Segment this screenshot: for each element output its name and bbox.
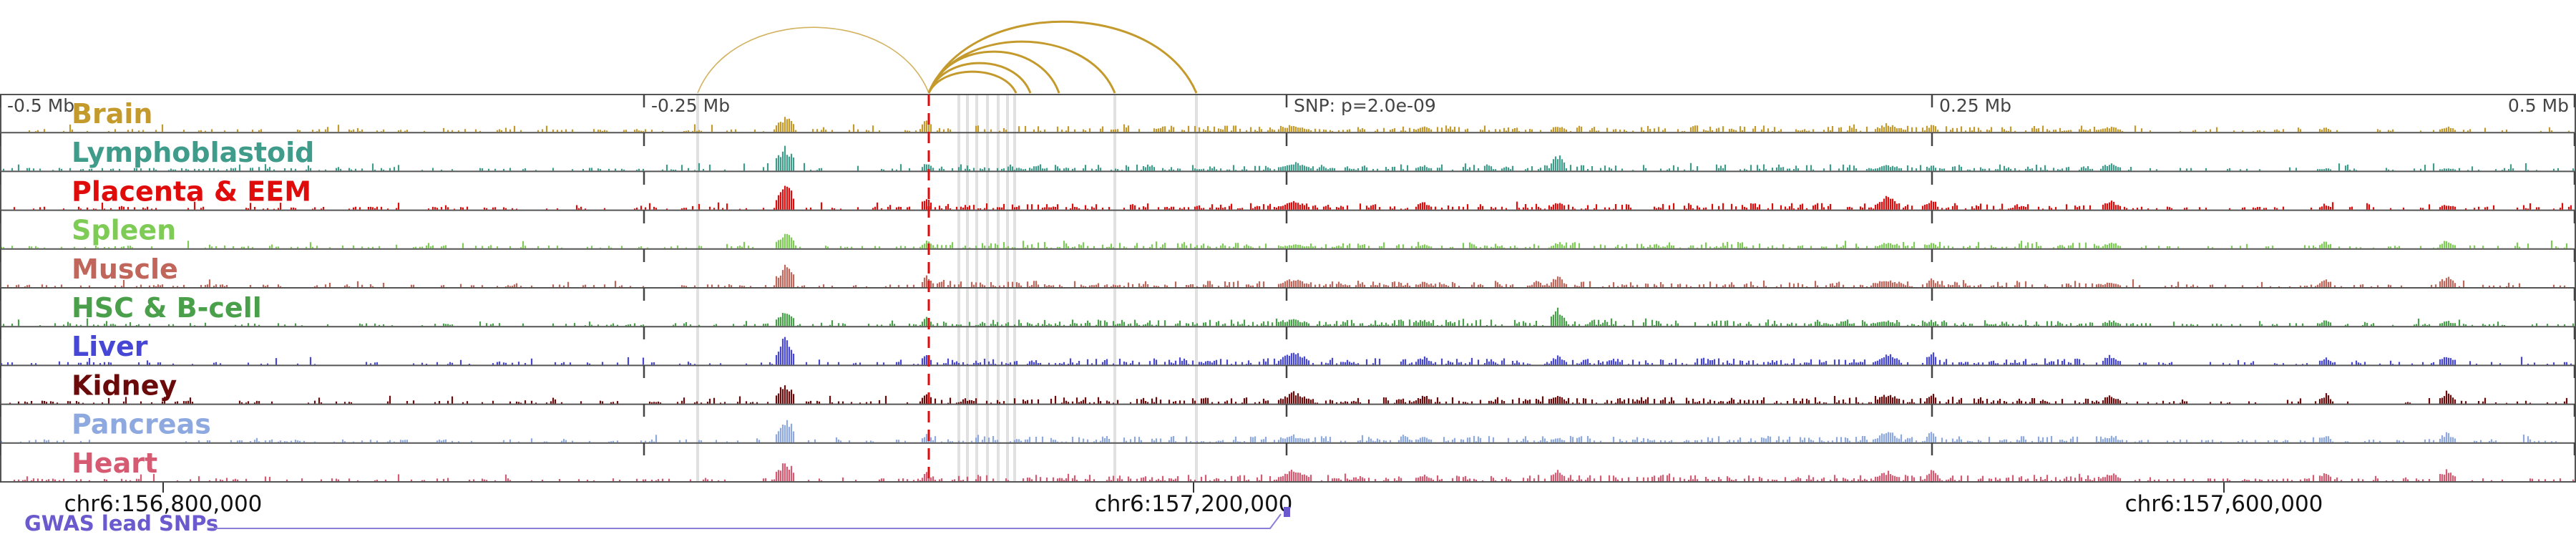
signal-bars (0, 420, 2557, 442)
interaction-arc (697, 26, 930, 94)
signal-bars (2, 145, 2575, 171)
gwas-snp-marker (1284, 507, 1290, 517)
interaction-arc (927, 20, 1198, 94)
signal-bars (28, 117, 2570, 132)
coordinate-label: chr6:157,200,000 (1095, 491, 1293, 517)
track-label: Pancreas (72, 409, 211, 440)
track-pancreas: Pancreas (0, 409, 2576, 444)
chromatin-links (697, 20, 1198, 94)
signal-bars (2, 307, 2575, 326)
track-hsc-b-cell: HSC & B-cell (0, 292, 2576, 328)
track-label: Spleen (72, 215, 176, 246)
signal-bars (13, 463, 2575, 481)
interaction-arc (927, 40, 1116, 94)
track-label: HSC & B-cell (72, 292, 262, 324)
snp-marker: SNP: p=2.0e-09 (927, 95, 1436, 483)
track-brain: Brain (0, 98, 2576, 134)
window-marker-label: 0.5 Mb (2508, 95, 2569, 116)
window-marker-label: 0.25 Mb (1939, 95, 2011, 116)
track-label: Brain (72, 98, 152, 130)
gwas-connector (208, 513, 1282, 529)
track-label: Heart (72, 448, 157, 479)
track-spleen: Spleen (0, 215, 2576, 250)
coordinate-label: chr6:156,800,000 (64, 491, 263, 517)
track-lymphoblastoid: Lymphoblastoid (0, 137, 2576, 173)
signal-tracks: Brain Lymphoblastoid Placenta & EEM Spleen M… (0, 94, 2576, 483)
gwas-track-label: GWAS lead SNPs (24, 511, 218, 536)
interaction-arc (927, 70, 1018, 94)
signal-bars (13, 185, 2572, 210)
track-placenta-eem: Placenta & EEM (0, 175, 2576, 211)
track-label: Placenta & EEM (72, 175, 311, 207)
window-marker-label: -0.25 Mb (651, 95, 730, 116)
signal-bars (9, 385, 2568, 404)
signal-bars (6, 264, 2566, 287)
track-label: Muscle (72, 253, 178, 285)
interaction-arc (927, 50, 1060, 94)
track-label: Kidney (72, 369, 177, 401)
coordinate-axis: chr6:156,800,000 chr6:157,200,000 chr6:157… (64, 483, 2323, 517)
coordinate-label: chr6:157,600,000 (2125, 491, 2323, 517)
track-label: Liver (72, 331, 148, 362)
track-label: Lymphoblastoid (72, 137, 314, 168)
track-kidney: Kidney (0, 369, 2576, 405)
window-markers: -0.5 Mb -0.25 Mb 0.25 Mb 0.5 Mb (0, 95, 2576, 483)
gwas-track: GWAS lead SNPs (24, 507, 1290, 536)
signal-bars (0, 233, 2568, 248)
snp-label: SNP: p=2.0e-09 (1294, 95, 1436, 116)
track-heart: Heart (0, 448, 2576, 483)
window-marker-label: -0.5 Mb (7, 95, 74, 116)
track-liver: Liver (0, 331, 2576, 367)
track-muscle: Muscle (0, 253, 2576, 289)
signal-bars (0, 337, 2572, 365)
